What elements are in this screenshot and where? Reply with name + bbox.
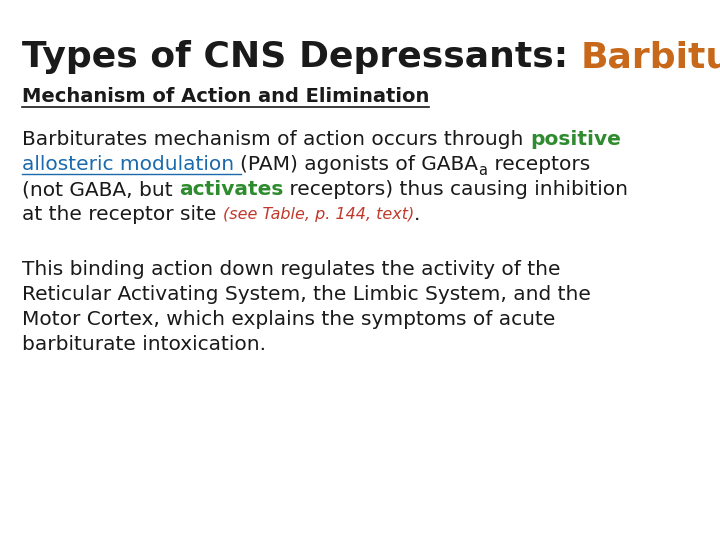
Text: Barbiturates: Barbiturates: [581, 40, 720, 74]
Text: .: .: [414, 205, 420, 224]
Text: receptors) thus causing inhibition: receptors) thus causing inhibition: [284, 180, 629, 199]
Text: Reticular Activating System, the Limbic System, and the: Reticular Activating System, the Limbic …: [22, 285, 591, 304]
Text: Mechanism of Action and Elimination: Mechanism of Action and Elimination: [22, 87, 429, 106]
Text: (PAM) agonists of GABA: (PAM) agonists of GABA: [240, 155, 479, 174]
Text: This binding action down regulates the activity of the: This binding action down regulates the a…: [22, 260, 560, 279]
Text: Barbiturates mechanism of action occurs through: Barbiturates mechanism of action occurs …: [22, 130, 530, 149]
Text: at the receptor site: at the receptor site: [22, 205, 222, 224]
Text: Motor Cortex, which explains the symptoms of acute: Motor Cortex, which explains the symptom…: [22, 310, 555, 329]
Text: positive: positive: [530, 130, 621, 149]
Text: allosteric modulation: allosteric modulation: [22, 155, 240, 174]
Text: receptors: receptors: [487, 155, 590, 174]
Text: activates: activates: [179, 180, 284, 199]
Text: Types of CNS Depressants:: Types of CNS Depressants:: [22, 40, 581, 74]
Text: a: a: [479, 163, 487, 178]
Text: (not GABA, but: (not GABA, but: [22, 180, 179, 199]
Text: (see Table, p. 144, text): (see Table, p. 144, text): [222, 207, 414, 222]
Text: barbiturate intoxication.: barbiturate intoxication.: [22, 335, 266, 354]
